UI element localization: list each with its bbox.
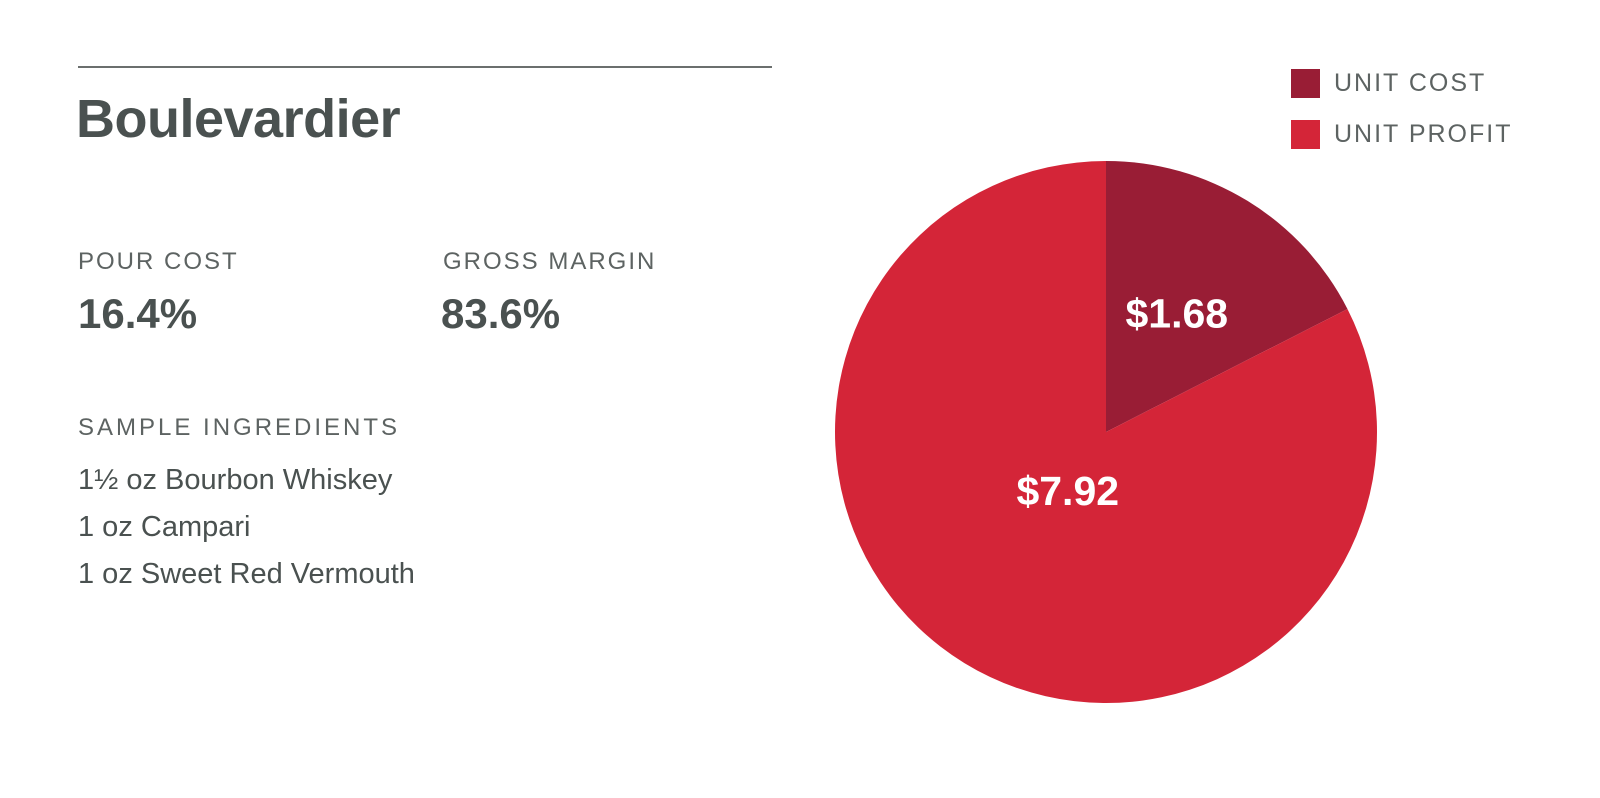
page-title: Boulevardier — [76, 89, 401, 149]
ingredients-heading: SAMPLE INGREDIENTS — [78, 414, 401, 441]
legend-swatch-unit-profit — [1291, 119, 1320, 149]
pie-slice-unit-cost — [1106, 161, 1348, 432]
pour-cost-label: POUR COST — [78, 248, 239, 275]
gross-margin-label: GROSS MARGIN — [443, 248, 657, 275]
title-divider — [78, 66, 772, 68]
ingredient-item: 1 oz Campari — [78, 511, 251, 543]
ingredients-list: 1½ oz Bourbon Whiskey 1 oz Campari 1 oz … — [78, 457, 415, 598]
pour-cost-value: 16.4% — [78, 290, 198, 337]
legend-label-unit-cost: UNIT COST — [1334, 68, 1487, 97]
pie-slice-unit-profit — [835, 161, 1377, 703]
legend-item-unit-cost: UNIT COST — [1291, 68, 1512, 98]
ingredient-item: 1½ oz Bourbon Whiskey — [78, 464, 393, 496]
pie-label-unit-cost: $1.68 — [1125, 290, 1228, 336]
gross-margin-value: 83.6% — [441, 290, 561, 337]
pie-label-unit-profit: $7.92 — [1016, 468, 1119, 514]
legend-label-unit-profit: UNIT PROFIT — [1334, 119, 1513, 148]
legend-swatch-unit-cost — [1291, 68, 1320, 98]
legend-item-unit-profit: UNIT PROFIT — [1291, 119, 1512, 149]
ingredient-item: 1 oz Sweet Red Vermouth — [78, 558, 415, 590]
chart-legend: UNIT COST UNIT PROFIT — [1291, 68, 1512, 170]
